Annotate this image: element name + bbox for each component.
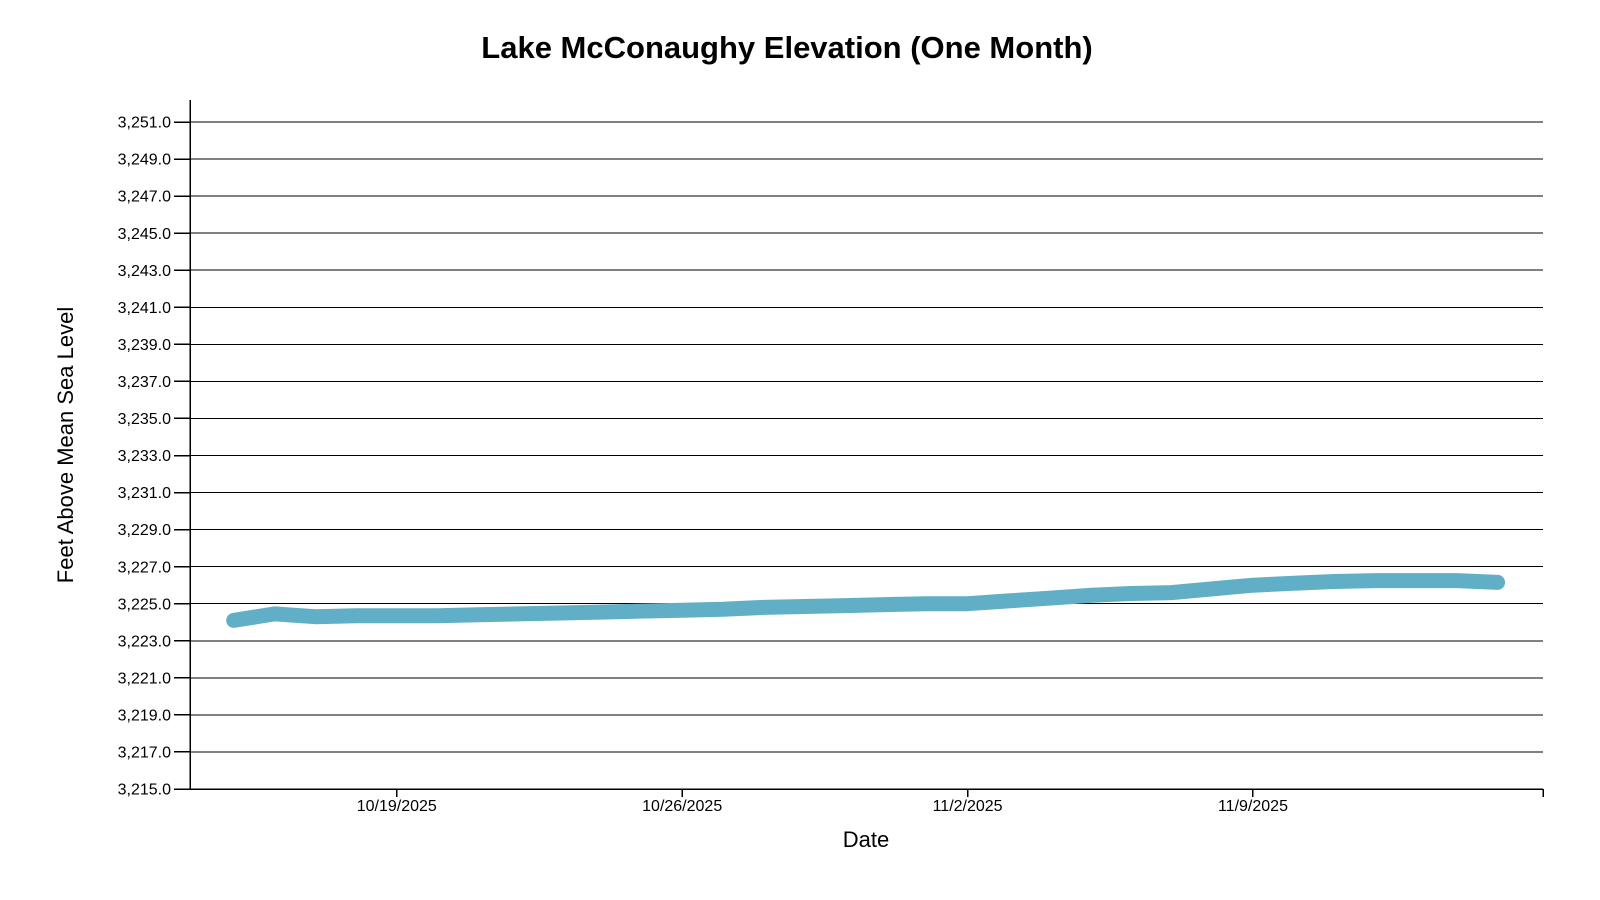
- x-axis-title: Date: [843, 827, 889, 852]
- y-tick-label: 3,241.0: [118, 300, 171, 317]
- y-tick-label: 3,225.0: [118, 596, 171, 613]
- y-tick-label: 3,219.0: [118, 707, 171, 724]
- x-tick-label: 11/9/2025: [1218, 798, 1288, 815]
- x-tick-label: 11/2/2025: [933, 798, 1003, 815]
- y-tick-label: 3,245.0: [118, 226, 171, 243]
- chart-title: Lake McConaughy Elevation (One Month): [481, 30, 1092, 65]
- plot-area: 3,215.0 3,217.0 3,219.0 3,221.0 3,223.0 3,225…: [118, 100, 1544, 815]
- y-tick-label: 3,227.0: [118, 559, 171, 576]
- y-tick-label: 3,223.0: [118, 633, 171, 650]
- y-tick-label: 3,221.0: [118, 670, 171, 687]
- y-tick-label: 3,217.0: [118, 745, 171, 762]
- x-tick-label: 10/26/2025: [642, 798, 722, 815]
- y-tick-label: 3,247.0: [118, 189, 171, 206]
- x-tick-label: 10/19/2025: [357, 798, 437, 815]
- y-tick-label: 3,231.0: [118, 485, 171, 502]
- y-tick-label: 3,235.0: [118, 411, 171, 428]
- y-tick-label: 3,233.0: [118, 448, 171, 465]
- y-tick-label: 3,249.0: [118, 152, 171, 169]
- y-tick-label: 3,251.0: [118, 115, 171, 132]
- elevation-line: [226, 573, 1506, 628]
- y-tick-label: 3,243.0: [118, 263, 171, 280]
- y-tick-label: 3,229.0: [118, 522, 171, 539]
- y-tick-label: 3,237.0: [118, 374, 171, 391]
- y-tick-label: 3,239.0: [118, 337, 171, 354]
- y-axis-title: Feet Above Mean Sea Level: [53, 307, 78, 583]
- y-tick-label: 3,215.0: [118, 782, 171, 799]
